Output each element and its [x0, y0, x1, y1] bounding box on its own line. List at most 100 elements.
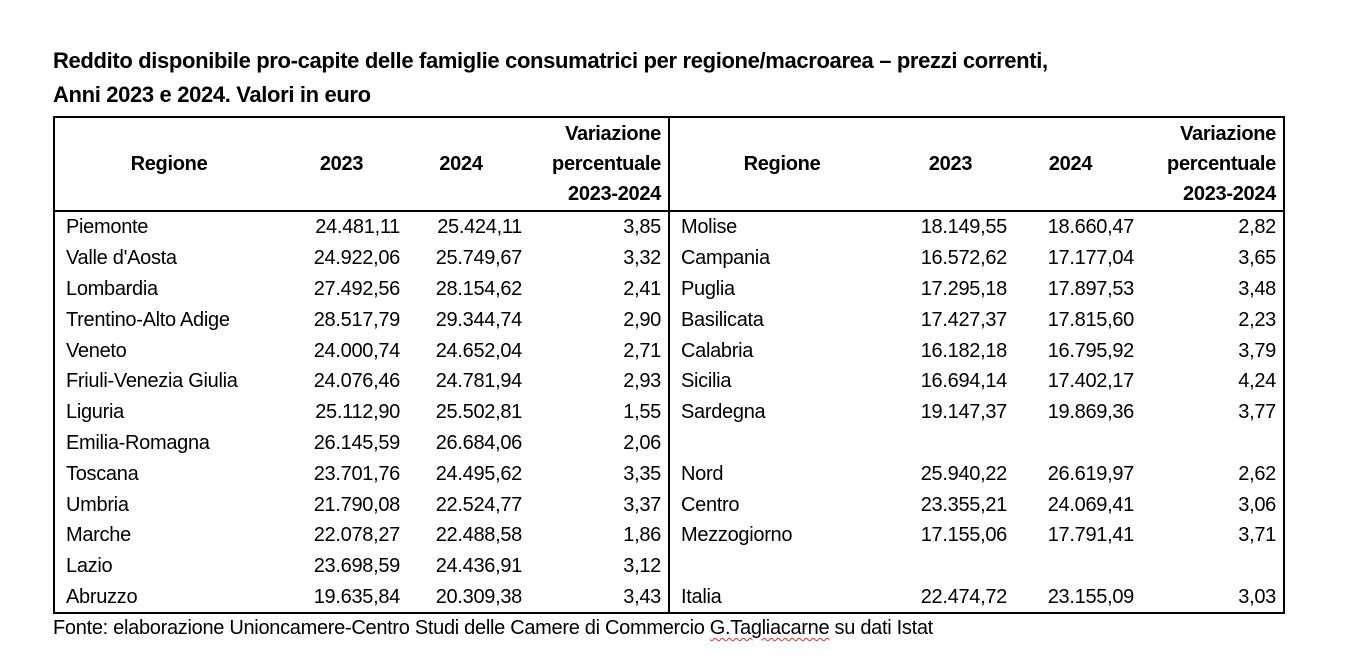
cell-regione: Liguria [66, 401, 124, 424]
cell-2023: 24.481,11 [315, 216, 400, 239]
header-2023-left: 2023 [319, 153, 364, 175]
cell-variazione: 2,06 [522, 427, 670, 459]
source-text-end: su dati Istat [829, 617, 934, 639]
header-2023-right: 2023 [928, 153, 973, 175]
cell-regione: Umbria [66, 493, 129, 516]
source-text: Fonte: elaborazione Unioncamere-Centro S… [53, 617, 710, 639]
cell-2024: 24.781,94 [435, 370, 523, 393]
cell-regione: Marche [66, 524, 131, 547]
table-row: Friuli-Venezia Giulia 24.076,46 24.781,94 2… [54, 365, 1284, 397]
cell-regione: Trentino-Alto Adige [66, 308, 230, 331]
source-note: Fonte: elaborazione Unioncamere-Centro S… [53, 617, 933, 640]
cell-variazione [1134, 551, 1284, 582]
header-var-line1: Variazione [565, 123, 661, 145]
cell-2023: 17.427,37 [920, 308, 1008, 331]
table-row: Abruzzo 19.635,84 20.309,38 3,43 Italia 22.47… [54, 581, 1284, 614]
header-var-line1: Variazione [1180, 123, 1276, 145]
table-row: Trentino-Alto Adige 28.517,79 29.344,74 2,9… [54, 304, 1284, 336]
cell-2024: 22.524,77 [435, 493, 523, 516]
cell-regione: Piemonte [66, 216, 149, 239]
cell-regione: Puglia [681, 277, 735, 300]
cell-variazione: 3,79 [1238, 339, 1276, 362]
cell-2023: 27.492,56 [313, 277, 401, 300]
cell-variazione: 3,48 [1238, 277, 1276, 300]
cell-variazione: 3,32 [522, 242, 670, 274]
header-variazione-right: Variazione percentuale 2023-2024 [1134, 117, 1284, 211]
cell-2023: 21.790,08 [313, 493, 401, 516]
cell-2024: 29.344,74 [435, 308, 523, 331]
cell-regione [669, 428, 894, 459]
cell-regione: Veneto [66, 339, 127, 362]
header-2024-left: 2024 [439, 153, 483, 175]
cell-2023: 24.000,74 [313, 339, 401, 362]
cell-variazione: 3,71 [1238, 524, 1276, 547]
cell-2024: 24.495,62 [435, 462, 523, 485]
cell-variazione: 2,93 [522, 365, 670, 397]
cell-regione: Italia [681, 585, 722, 608]
cell-variazione: 3,77 [1238, 401, 1276, 424]
cell-2024: 17.897,53 [1047, 277, 1135, 300]
header-variazione-left: Variazione percentuale 2023-2024 [522, 117, 670, 211]
cell-2023: 23.698,59 [313, 555, 401, 578]
cell-variazione: 2,41 [522, 273, 670, 305]
income-table: Regione 2023 2024 Variazione percentuale… [53, 116, 1285, 615]
cell-regione: Mezzogiorno [681, 524, 793, 547]
table-row: Marche 22.078,27 22.488,58 1,86 Mezzogiorno 1… [54, 519, 1284, 551]
cell-regione: Sicilia [681, 370, 732, 393]
cell-2024: 17.815,60 [1047, 308, 1135, 331]
title-line-1: Reddito disponibile pro-capite delle fam… [53, 48, 1048, 73]
header-var-line2: percentuale [552, 153, 661, 175]
cell-2023 [894, 428, 1007, 459]
cell-2023: 25.940,22 [920, 462, 1008, 485]
cell-2024: 23.155,09 [1047, 585, 1135, 608]
header-var-line3: 2023-2024 [568, 183, 661, 205]
cell-regione: Calabria [681, 339, 754, 362]
table-row: Valle d'Aosta 24.922,06 25.749,67 3,32 Campa… [54, 242, 1284, 274]
cell-2024: 24.436,91 [435, 555, 523, 578]
cell-variazione: 3,35 [522, 458, 670, 490]
cell-regione: Emilia-Romagna [66, 431, 210, 454]
table-row: Toscana 23.701,76 24.495,62 3,35 Nord 25.940,… [54, 458, 1284, 490]
table-row: Liguria 25.112,90 25.502,81 1,55 Sardegna 19.… [54, 396, 1284, 428]
table-row: Emilia-Romagna 26.145,59 26.684,06 2,06 [54, 427, 1284, 459]
cell-2024: 28.154,62 [435, 277, 523, 300]
cell-2023: 18.149,55 [920, 216, 1008, 239]
cell-variazione: 2,71 [522, 335, 670, 366]
table-row: Piemonte 24.481,11 25.424,11 3,85 Molise 18.1… [54, 211, 1284, 243]
cell-2024: 16.795,92 [1047, 339, 1135, 362]
cell-2023: 23.701,76 [313, 462, 401, 485]
cell-2023: 22.474,72 [920, 585, 1008, 608]
cell-2023: 16.182,18 [920, 339, 1008, 362]
cell-2024: 17.402,17 [1047, 370, 1135, 393]
cell-variazione: 3,65 [1238, 247, 1276, 270]
cell-variazione: 3,37 [522, 489, 670, 520]
cell-2024: 17.791,41 [1047, 524, 1135, 547]
cell-2024: 22.488,58 [435, 524, 523, 547]
cell-2024: 19.869,36 [1047, 401, 1135, 424]
cell-2024 [1007, 551, 1134, 582]
cell-2023: 24.076,46 [313, 370, 401, 393]
cell-regione: Campania [681, 247, 770, 270]
spellcheck-flagged-word: G.Tagliacarne [709, 617, 830, 639]
cell-regione [669, 551, 894, 582]
header-var-line3: 2023-2024 [1183, 183, 1276, 205]
cell-2024: 26.619,97 [1047, 462, 1135, 485]
cell-2024: 24.652,04 [435, 339, 523, 362]
cell-variazione: 3,43 [522, 581, 670, 614]
cell-variazione: 3,06 [1238, 493, 1276, 516]
cell-regione: Valle d'Aosta [66, 247, 177, 270]
cell-2024: 18.660,47 [1047, 216, 1135, 239]
cell-regione: Centro [681, 493, 740, 516]
cell-variazione: 2,62 [1238, 462, 1276, 485]
cell-2024: 17.177,04 [1047, 247, 1135, 270]
cell-regione: Molise [681, 216, 737, 239]
cell-variazione: 3,85 [522, 211, 670, 243]
cell-2024 [1007, 428, 1134, 459]
header-regione-left: Regione [130, 153, 208, 175]
table-title: Reddito disponibile pro-capite delle fam… [53, 44, 1333, 112]
cell-variazione: 2,82 [1238, 216, 1276, 239]
cell-2023: 23.355,21 [920, 493, 1008, 516]
header-2024-right: 2024 [1048, 153, 1093, 175]
cell-variazione: 3,03 [1238, 585, 1276, 608]
cell-regione: Friuli-Venezia Giulia [66, 370, 238, 393]
